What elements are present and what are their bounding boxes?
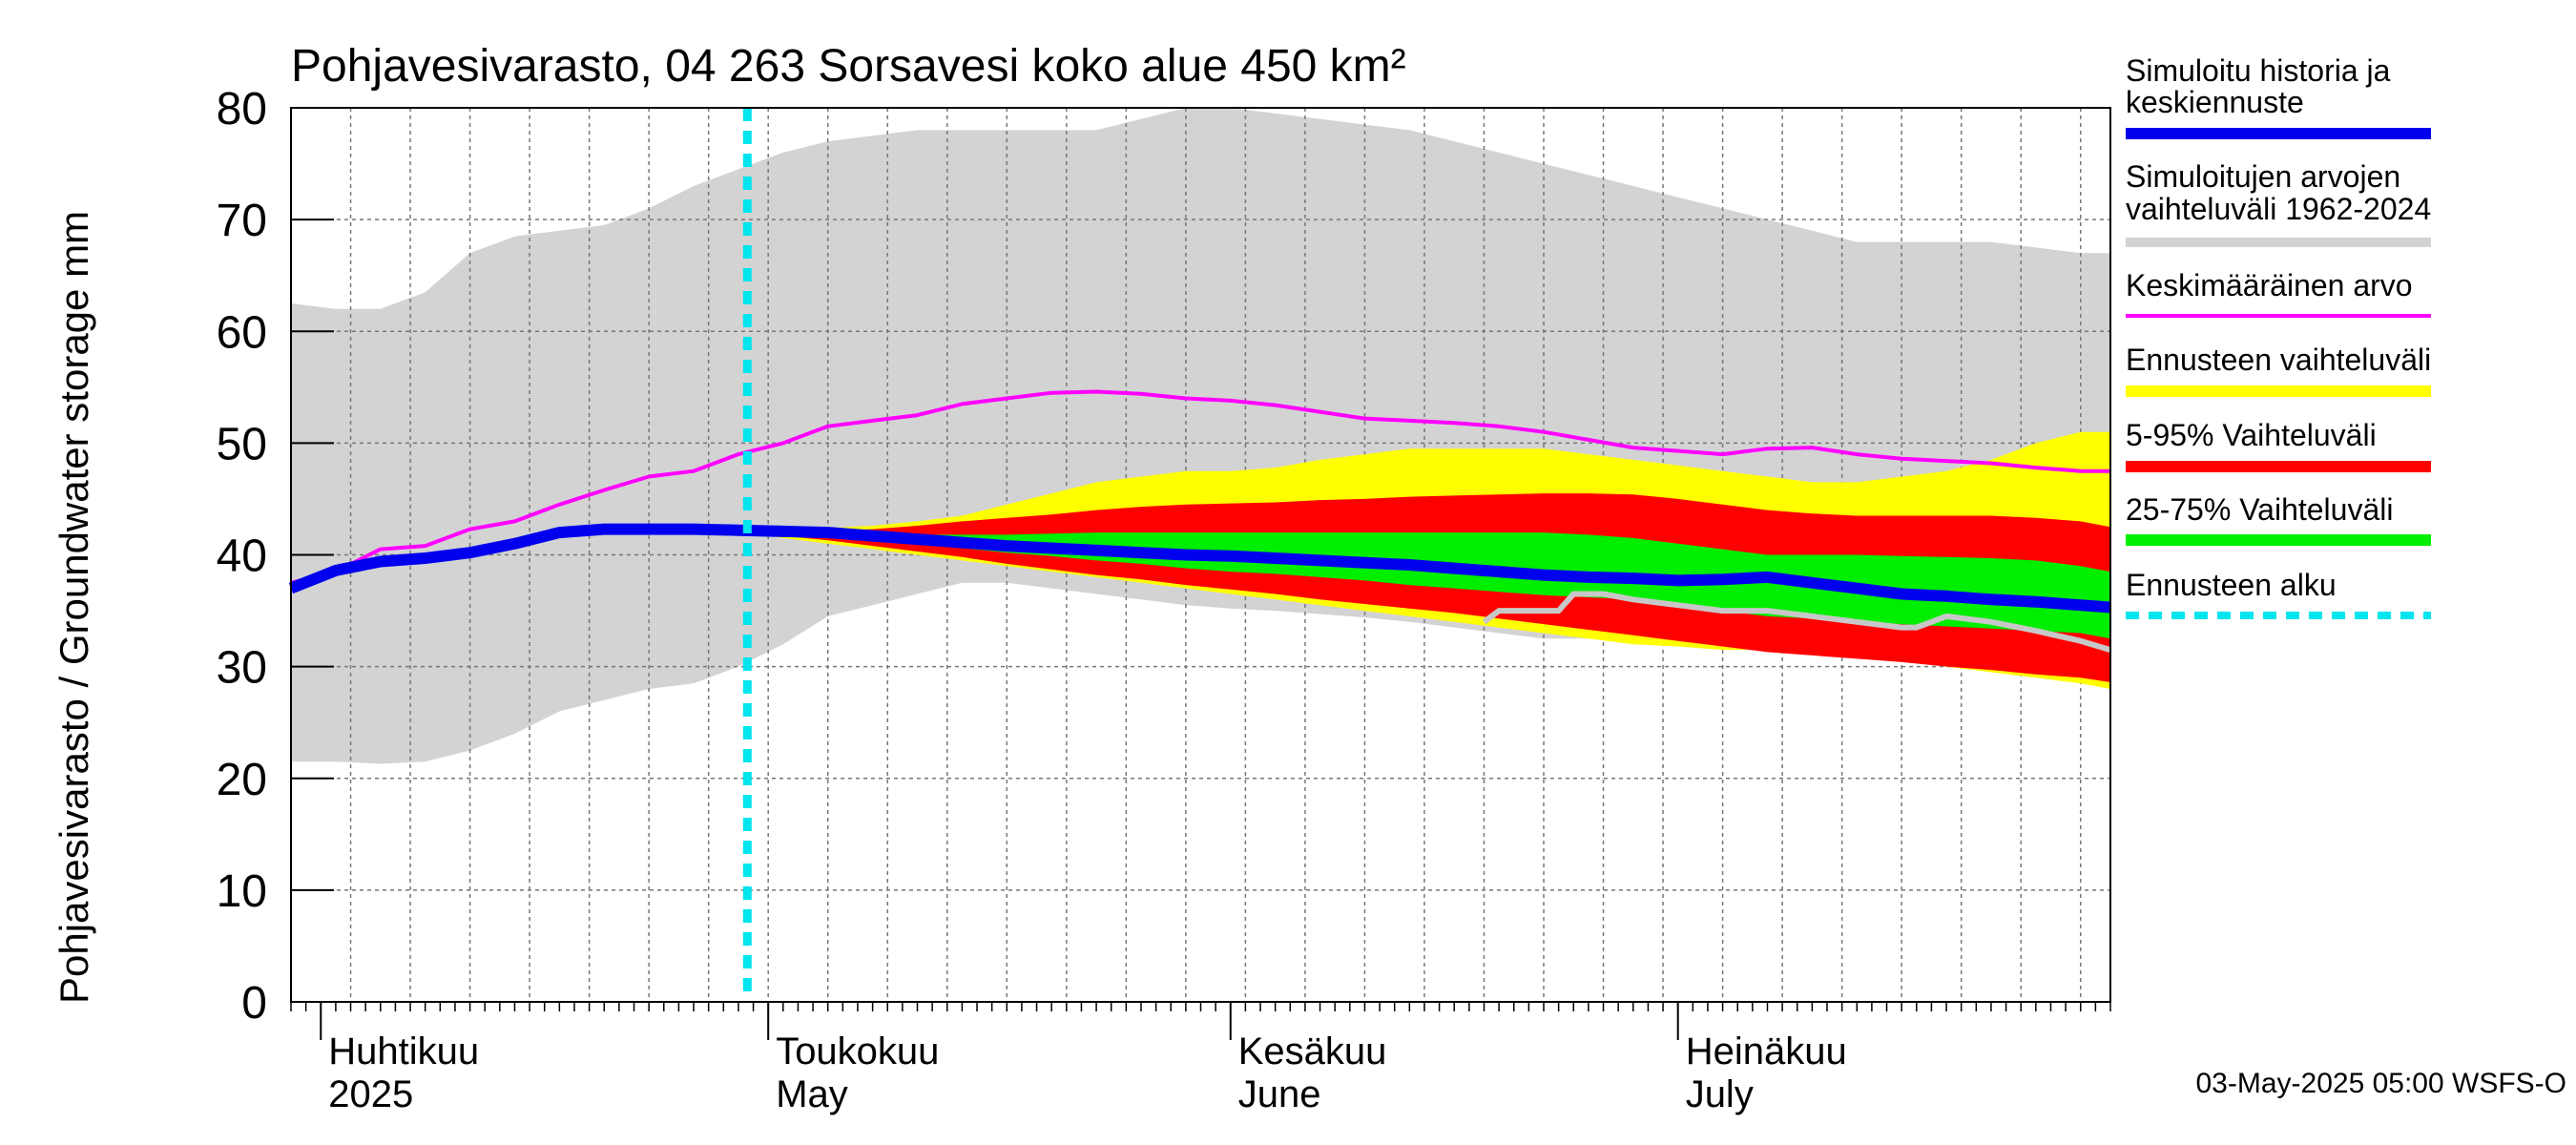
y-tick-label: 80 bbox=[217, 84, 267, 135]
legend-label-start: Ennusteen alku bbox=[2126, 568, 2337, 602]
legend-label-forecast_range: Ennusteen vaihteluväli bbox=[2126, 343, 2431, 377]
y-axis-label: Pohjavesivarasto / Groundwater storage m… bbox=[52, 211, 96, 1004]
legend-label-history: Simuloitu historia ja bbox=[2126, 53, 2391, 88]
x-month-label: Toukokuu bbox=[776, 1030, 939, 1072]
y-tick-label: 60 bbox=[217, 307, 267, 358]
grey-trace-line bbox=[1482, 591, 2111, 653]
x-month-sublabel: June bbox=[1238, 1073, 1321, 1115]
legend-label-history-2: keskiennuste bbox=[2126, 85, 2304, 119]
y-tick-label: 40 bbox=[217, 531, 267, 582]
x-month-sublabel: July bbox=[1686, 1073, 1754, 1115]
x-month-label: Heinäkuu bbox=[1686, 1030, 1847, 1072]
x-month-label: Huhtikuu bbox=[328, 1030, 479, 1072]
y-tick-label: 30 bbox=[217, 643, 267, 694]
x-month-sublabel: 2025 bbox=[328, 1073, 413, 1115]
y-tick-label: 0 bbox=[241, 978, 267, 1029]
y-tick-label: 70 bbox=[217, 196, 267, 246]
legend-label-p25_75: 25-75% Vaihteluväli bbox=[2126, 492, 2393, 527]
legend-label-p5_95: 5-95% Vaihteluväli bbox=[2126, 418, 2377, 452]
range-band bbox=[291, 108, 2110, 764]
y-tick-label: 20 bbox=[217, 755, 267, 805]
mean-line bbox=[290, 389, 2110, 585]
legend-label-mean: Keskimääräinen arvo bbox=[2126, 268, 2413, 302]
legend-label-range-2: vaihteluväli 1962-2024 bbox=[2126, 192, 2431, 226]
history-forecast-line bbox=[288, 523, 2111, 614]
x-month-sublabel: May bbox=[776, 1073, 848, 1115]
y-tick-label: 10 bbox=[217, 866, 267, 917]
footer-timestamp: 03-May-2025 05:00 WSFS-O bbox=[2196, 1068, 2567, 1099]
y-tick-label: 50 bbox=[217, 419, 267, 469]
x-month-label: Kesäkuu bbox=[1238, 1030, 1387, 1072]
legend-label-range: Simuloitujen arvojen bbox=[2126, 159, 2400, 194]
chart-title: Pohjavesivarasto, 04 263 Sorsavesi koko … bbox=[291, 41, 1406, 92]
